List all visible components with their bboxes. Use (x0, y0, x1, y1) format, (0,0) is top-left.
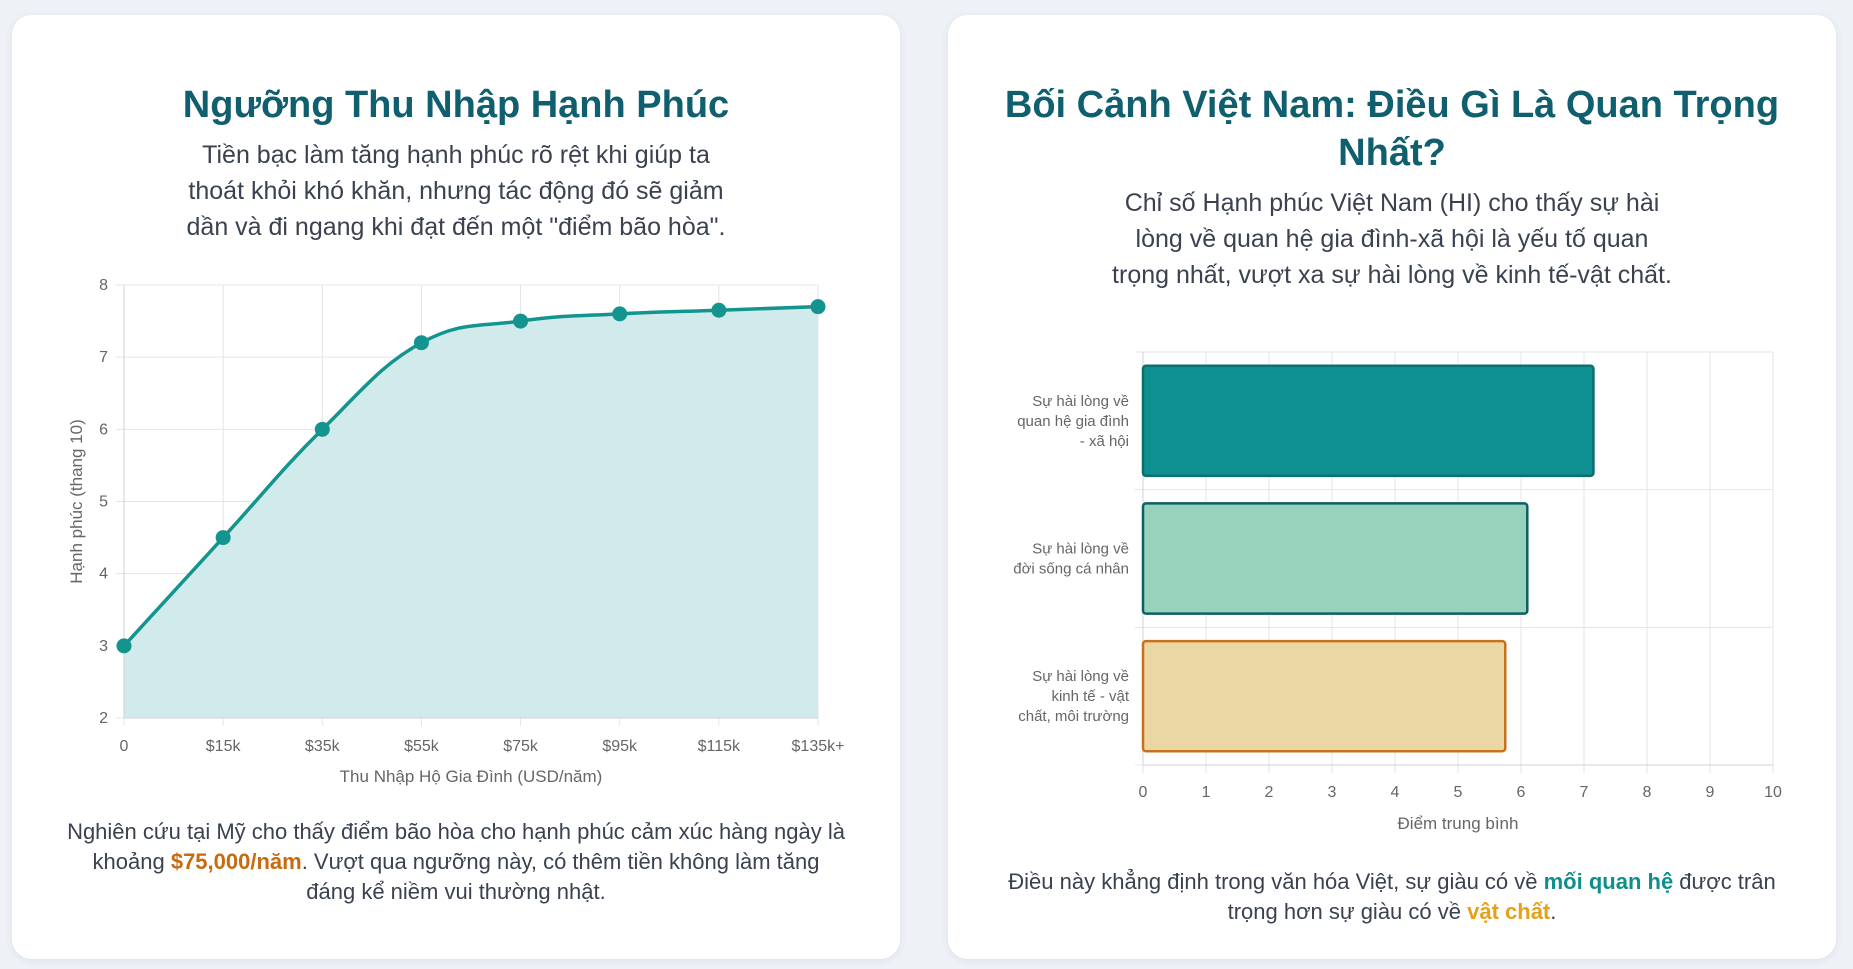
y-tick-label: kinh tế - vật (1051, 688, 1129, 705)
x-tick-label: $75k (503, 738, 539, 755)
subtitle-line: thoát khỏi khó khăn, nhưng tác động đó s… (188, 177, 724, 205)
data-point[interactable] (513, 313, 529, 329)
income-happiness-line-chart: 2 3 4 5 6 7 8 0 $15k $35k $55k $75k $95k $115k $135k+ T… (67, 277, 845, 786)
y-tick-label: 8 (99, 277, 108, 294)
y-tick-label: - xã hội (1080, 433, 1129, 450)
x-axis-label: Thu Nhập Hộ Gia Đình (USD/năm) (340, 767, 603, 786)
x-tick-label: 6 (1517, 784, 1526, 801)
footer-line: Nghiên cứu tại Mỹ cho thấy điểm bão hòa … (67, 819, 845, 844)
income-threshold-card: Ngưỡng Thu Nhập Hạnh Phúc Tiền bạc làm t… (12, 15, 900, 959)
y-tick-label: đời sống cá nhân (1013, 561, 1129, 578)
income-threshold-subtitle: Tiền bạc làm tăng hạnh phúc rõ rệt khi g… (72, 137, 840, 245)
y-tick-label: Sự hài lòng về (1032, 668, 1129, 685)
y-tick-label: 6 (99, 421, 108, 438)
x-tick-label: $15k (206, 738, 242, 755)
y-tick-label: 3 (99, 638, 108, 655)
x-tick-label: 10 (1764, 784, 1782, 801)
subtitle-line: dần và đi ngang khi đạt đến một "điểm bã… (186, 213, 726, 241)
vietnam-context-subtitle: Chỉ số Hạnh phúc Việt Nam (HI) cho thấy … (998, 185, 1786, 293)
y-tick-label: 2 (99, 710, 108, 727)
x-tick-label: 7 (1580, 784, 1589, 801)
y-axis-label: Hạnh phúc (thang 10) (67, 419, 86, 583)
y-tick-label: 4 (99, 566, 108, 583)
data-point[interactable] (612, 306, 628, 322)
x-tick-label: 0 (120, 738, 129, 755)
area-fill (124, 306, 818, 718)
y-tick-label: 5 (99, 494, 108, 511)
x-tick-label: 3 (1328, 784, 1337, 801)
footer-line: trọng hơn sự giàu có về vật chất. (1227, 899, 1557, 924)
income-threshold-footer: Nghiên cứu tại Mỹ cho thấy điểm bão hòa … (42, 817, 870, 907)
y-tick-label: Sự hài lòng về (1032, 541, 1129, 558)
x-axis-label: Điểm trung bình (1398, 814, 1519, 833)
x-tick-label: 2 (1265, 784, 1274, 801)
x-tick-label: $115k (698, 738, 741, 755)
subtitle-line: Tiền bạc làm tăng hạnh phúc rõ rệt khi g… (202, 141, 710, 169)
footer-line: Điều này khẳng định trong văn hóa Việt, … (1008, 869, 1776, 894)
x-tick-label: 9 (1706, 784, 1715, 801)
relationship-highlight: mối quan hệ (1543, 869, 1674, 894)
x-tick-label: $135k+ (792, 738, 845, 755)
y-tick-label: Sự hài lòng về (1032, 393, 1129, 410)
data-point[interactable] (413, 335, 429, 351)
x-tick-label: 8 (1643, 784, 1652, 801)
data-point[interactable] (711, 302, 727, 318)
material-highlight: vật chất (1467, 899, 1551, 924)
subtitle-line: lòng về quan hệ gia đình-xã hội là yếu t… (1135, 225, 1649, 253)
vietnam-context-title: Bối Cảnh Việt Nam: Điều Gì Là Quan Trọng… (1004, 84, 1780, 174)
data-point[interactable] (116, 638, 132, 654)
x-tick-label: 4 (1391, 784, 1400, 801)
x-tick-label: 5 (1454, 784, 1463, 801)
subtitle-line: Chỉ số Hạnh phúc Việt Nam (HI) cho thấy … (1124, 189, 1660, 217)
x-tick-label: 0 (1139, 784, 1148, 801)
y-tick-label: quan hệ gia đình (1017, 413, 1129, 430)
x-tick-label: $35k (305, 738, 341, 755)
x-tick-label: $95k (602, 738, 638, 755)
data-point[interactable] (314, 421, 330, 437)
y-tick-label: chất, môi trường (1018, 708, 1129, 725)
x-tick-label: 1 (1202, 784, 1211, 801)
footer-line: đáng kể niềm vui thường nhật. (306, 879, 606, 904)
income-threshold-title: Ngưỡng Thu Nhập Hạnh Phúc (182, 84, 730, 126)
vietnam-context-footer: Điều này khẳng định trong văn hóa Việt, … (978, 867, 1806, 927)
bar[interactable] (1141, 502, 1529, 615)
bar[interactable] (1141, 639, 1507, 753)
x-tick-label: $55k (404, 738, 440, 755)
threshold-highlight: $75,000/năm (170, 849, 302, 874)
y-tick-label: 7 (99, 349, 108, 366)
vietnam-context-card: Bối Cảnh Việt Nam: Điều Gì Là Quan Trọng… (948, 15, 1836, 959)
footer-line: khoảng $75,000/năm. Vượt qua ngưỡng này,… (92, 849, 820, 874)
subtitle-line: trọng nhất, vượt xa sự hài lòng về kinh … (1112, 261, 1672, 289)
vietnam-satisfaction-bar-chart: 0 1 2 3 4 5 6 7 8 9 10 Sự hài lòng về quan hệ gia đì… (1013, 351, 1782, 833)
bar[interactable] (1141, 364, 1595, 478)
data-point[interactable] (215, 530, 231, 546)
data-point[interactable] (810, 299, 826, 315)
